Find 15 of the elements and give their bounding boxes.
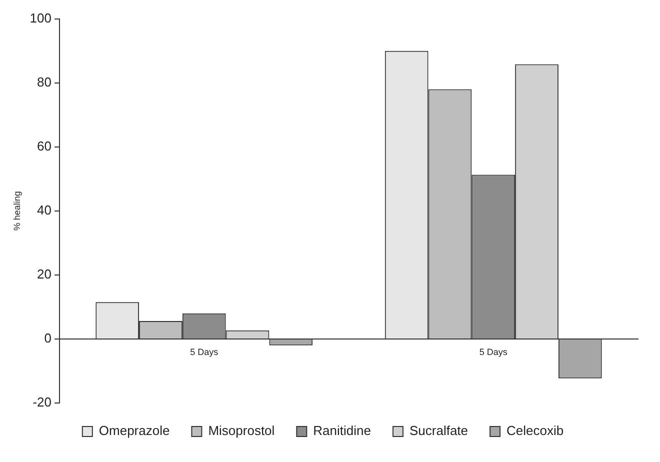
y-tick-label: -20 xyxy=(32,394,52,410)
y-tick-label: 60 xyxy=(37,138,52,154)
y-tick-label: 100 xyxy=(30,10,52,26)
y-tick-label: 80 xyxy=(37,74,52,90)
legend-label: Ranitidine xyxy=(313,423,371,438)
legend-label: Celecoxib xyxy=(506,423,564,438)
y-tick-label: 0 xyxy=(44,330,52,346)
x-tick-label: 5 Days xyxy=(190,346,219,357)
legend-label: Sucralfate xyxy=(409,423,468,438)
y-tick-label: 20 xyxy=(37,266,52,282)
legend-label: Misoprostol xyxy=(208,423,275,438)
y-axis-title: % healing xyxy=(12,191,22,231)
x-tick-label: 5 Days xyxy=(479,346,508,357)
y-tick-label: 40 xyxy=(37,202,52,218)
legend-label: Omeprazole xyxy=(98,423,170,438)
